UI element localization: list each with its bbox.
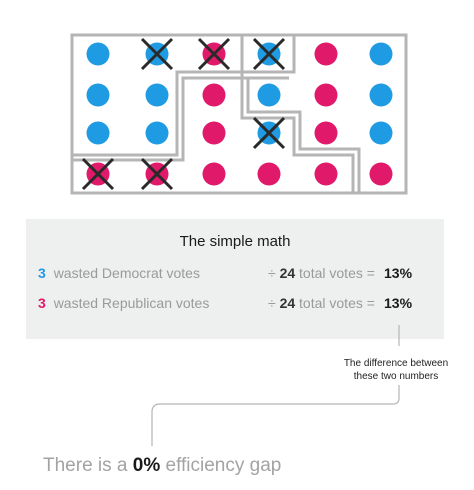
math-panel: The simple math 3 wasted Democrat votes … [26,219,444,339]
dem-voter-dot-r0-c5 [369,42,393,66]
district-grid-diagram [70,33,408,195]
dem-voter-dot-r2-c0 [86,121,110,145]
dem-math-row: 3 wasted Democrat votes ÷ 24 total votes… [38,265,438,285]
rep-total-label: total votes = [299,295,375,311]
wasted-vote-cross-icon [197,37,231,71]
rep-voter-dot-r2-c4 [314,121,338,145]
district-divider-right [240,35,355,193]
dem-divide-sign: ÷ [268,265,276,281]
district-divider-right-inner [246,78,361,193]
efficiency-prefix: There is a [43,455,128,476]
dem-wasted-label: wasted Democrat votes [53,265,200,281]
dem-total-label: total votes = [299,265,375,281]
rep-total-count: 24 [279,295,296,311]
dem-voter-dot-r0-c0 [86,42,110,66]
district-divider-left-inner [72,76,289,162]
dem-percent: 13% [384,265,413,281]
callout-text: The difference between these two numbers [332,357,460,383]
wasted-vote-cross-icon [140,37,174,71]
wasted-vote-cross-icon [252,37,286,71]
dem-total-count: 24 [279,265,296,281]
rep-voter-dot-r1-c4 [314,83,338,107]
dem-wasted-count: 3 [38,265,46,281]
dem-voter-dot-r1-c3 [257,83,281,107]
wasted-vote-cross-icon [252,116,286,150]
rep-divide-sign: ÷ [268,295,276,311]
rep-voter-dot-r1-c2 [202,83,226,107]
rep-math-row: 3 wasted Republican votes ÷ 24 total vot… [38,295,438,315]
dem-voter-dot-r1-c0 [86,83,110,107]
rep-voter-dot-r3-c5 [369,162,393,186]
rep-wasted-count: 3 [38,295,46,311]
dem-voter-dot-r1-c5 [369,83,393,107]
dem-divide-group: ÷ 24 total votes = [268,265,375,281]
dem-voter-dot-r1-c1 [145,83,169,107]
rep-divide-group: ÷ 24 total votes = [268,295,375,311]
rep-voter-dot-r3-c2 [202,162,226,186]
efficiency-suffix: efficiency gap [165,455,282,476]
rep-voter-dot-r0-c4 [314,42,338,66]
rep-wasted-label: wasted Republican votes [53,295,210,311]
district-divider-left [72,35,296,157]
rep-percent: 13% [384,295,413,311]
wasted-vote-cross-icon [81,157,115,191]
efficiency-gap-statement: There is a 0% efficiency gap [43,455,281,477]
rep-voter-dot-r3-c3 [257,162,281,186]
rep-voter-dot-r3-c4 [314,162,338,186]
dem-voter-dot-r2-c5 [369,121,393,145]
math-title: The simple math [179,233,291,250]
callout-line-2: these two numbers [353,371,439,382]
callout-line-1: The difference between [343,358,449,369]
efficiency-gap-value: 0% [132,455,161,476]
dem-voter-dot-r2-c1 [145,121,169,145]
wasted-vote-cross-icon [140,157,174,191]
rep-voter-dot-r2-c2 [202,121,226,145]
